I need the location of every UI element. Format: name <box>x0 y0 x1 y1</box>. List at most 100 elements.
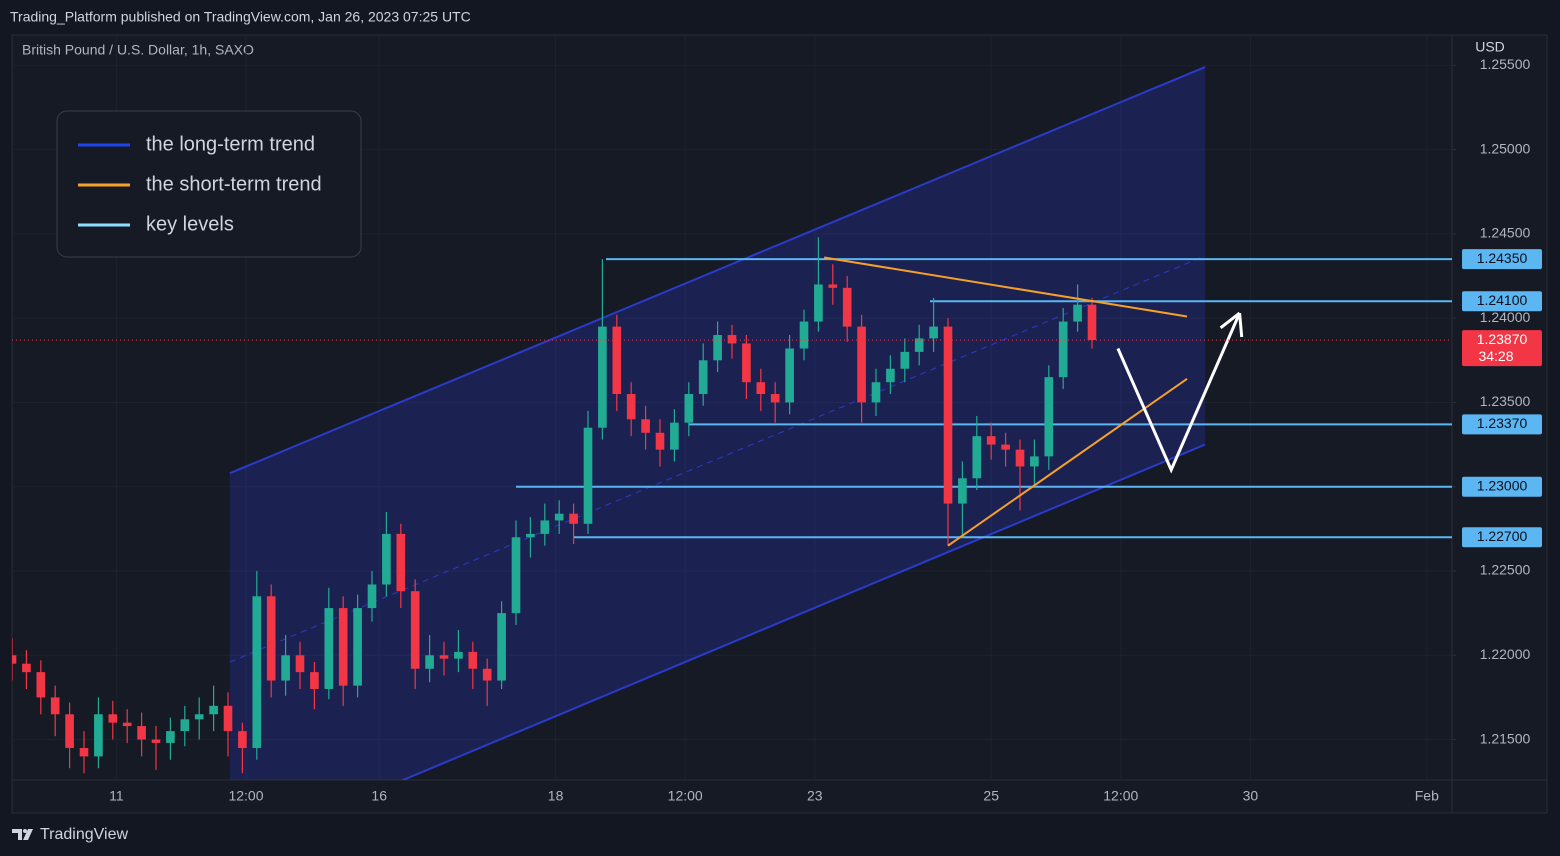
candle-body <box>770 394 780 403</box>
candle-body <box>468 651 478 669</box>
candle-body <box>598 326 607 428</box>
candle-body <box>742 343 751 383</box>
candle-body <box>22 663 31 673</box>
projection-path <box>1116 312 1241 474</box>
y-tick-label: 1.25500 <box>1480 56 1531 72</box>
candle-body <box>310 672 319 689</box>
candle-body <box>526 533 535 538</box>
candle-body <box>324 608 334 689</box>
key-level-label: 1.23370 <box>1477 415 1528 431</box>
candle-body <box>166 731 175 743</box>
candle-body <box>958 478 967 504</box>
y-tick-label: 1.24000 <box>1480 309 1531 325</box>
candle-body <box>612 326 622 395</box>
x-tick-label: 12:00 <box>228 788 263 804</box>
candle-body <box>1087 304 1097 341</box>
brand-logo <box>12 829 33 840</box>
candle-body <box>65 714 74 748</box>
candle-body <box>727 335 737 344</box>
candle-body <box>929 326 938 339</box>
candle-body <box>497 613 506 681</box>
candle-body <box>814 284 823 322</box>
key-level-label: 1.23000 <box>1477 477 1528 493</box>
candle-body <box>281 655 290 681</box>
candle-body <box>799 321 809 349</box>
candle-body <box>36 672 46 698</box>
key-level-label: 1.24100 <box>1477 292 1528 308</box>
y-tick-label: 1.22000 <box>1480 646 1531 662</box>
y-tick-label: 1.22500 <box>1480 562 1531 578</box>
plot-area <box>12 35 1452 780</box>
candle-body <box>756 382 766 395</box>
last-price-box <box>1462 330 1542 367</box>
short-term-line <box>823 256 1188 318</box>
x-tick-label: 11 <box>109 788 124 804</box>
y-tick-label: 1.24500 <box>1480 225 1531 241</box>
candle-body <box>209 705 218 715</box>
candle-body <box>425 655 434 669</box>
candle-body <box>151 739 161 743</box>
candle-body <box>223 705 233 732</box>
candle-body <box>540 520 550 534</box>
candle-body <box>641 419 650 433</box>
candle-body <box>454 651 463 659</box>
candle-body <box>50 697 60 715</box>
x-tick-label: 30 <box>1243 788 1259 804</box>
candle-body <box>252 596 262 748</box>
candle-body <box>569 513 578 524</box>
x-tick-label: 12:00 <box>1103 788 1138 804</box>
candle-body <box>238 731 247 748</box>
legend-label: key levels <box>146 213 234 235</box>
y-tick-label: 1.21500 <box>1480 730 1531 746</box>
x-tick-label: 16 <box>371 788 387 804</box>
x-tick-label: 25 <box>983 788 999 804</box>
chart-title: British Pound / U.S. Dollar, 1h, SAXO <box>22 42 254 58</box>
candle-body <box>583 427 593 524</box>
candle-body <box>295 655 305 673</box>
y-tick-label: 1.25000 <box>1480 140 1531 156</box>
candle-body <box>670 422 679 450</box>
key-level-label-box <box>1462 527 1542 548</box>
candle-body <box>713 335 722 361</box>
candle-body <box>698 360 708 395</box>
candle-body <box>554 513 564 521</box>
candle-body <box>180 719 190 732</box>
projection-arrowhead <box>1238 312 1244 338</box>
x-tick-label: Feb <box>1415 788 1439 804</box>
candle-body <box>871 382 881 403</box>
y-tick-label: 1.23500 <box>1480 393 1531 409</box>
candle-body <box>785 348 794 403</box>
x-tick-label: 18 <box>548 788 564 804</box>
candle-body <box>367 584 377 609</box>
candle-body <box>511 537 521 614</box>
legend-label: the long-term trend <box>146 133 315 155</box>
key-level-label-box <box>1462 291 1542 312</box>
brand: TradingView <box>40 826 128 843</box>
candle-body <box>626 394 636 420</box>
candle-body <box>382 533 391 585</box>
overlay: 1.25500 1.25000 1.24500 1.24000 1.23500 1.230… <box>12 56 1542 804</box>
candle-body <box>266 596 276 681</box>
candle-body <box>886 368 895 383</box>
candle-body <box>972 436 982 479</box>
x-tick-label: 12:00 <box>668 788 703 804</box>
candle-body <box>338 608 348 686</box>
candle-body <box>1044 377 1054 457</box>
short-term-line <box>947 378 1188 547</box>
publisher: Trading_Platform published on TradingVie… <box>10 9 471 25</box>
candle-body <box>828 284 838 288</box>
candle-body <box>1030 456 1039 467</box>
candle-body <box>482 668 492 681</box>
candle-body <box>108 714 118 723</box>
candle-body <box>194 714 204 720</box>
candle-body <box>79 747 89 757</box>
candle-body <box>1015 449 1025 467</box>
candle-body <box>1073 304 1082 322</box>
x-tick-label: 23 <box>807 788 823 804</box>
last-price-countdown: 34:28 <box>1478 348 1513 364</box>
key-level-label: 1.24350 <box>1477 250 1528 266</box>
last-price-label: 1.23870 <box>1477 331 1528 347</box>
candle-body <box>986 436 996 445</box>
